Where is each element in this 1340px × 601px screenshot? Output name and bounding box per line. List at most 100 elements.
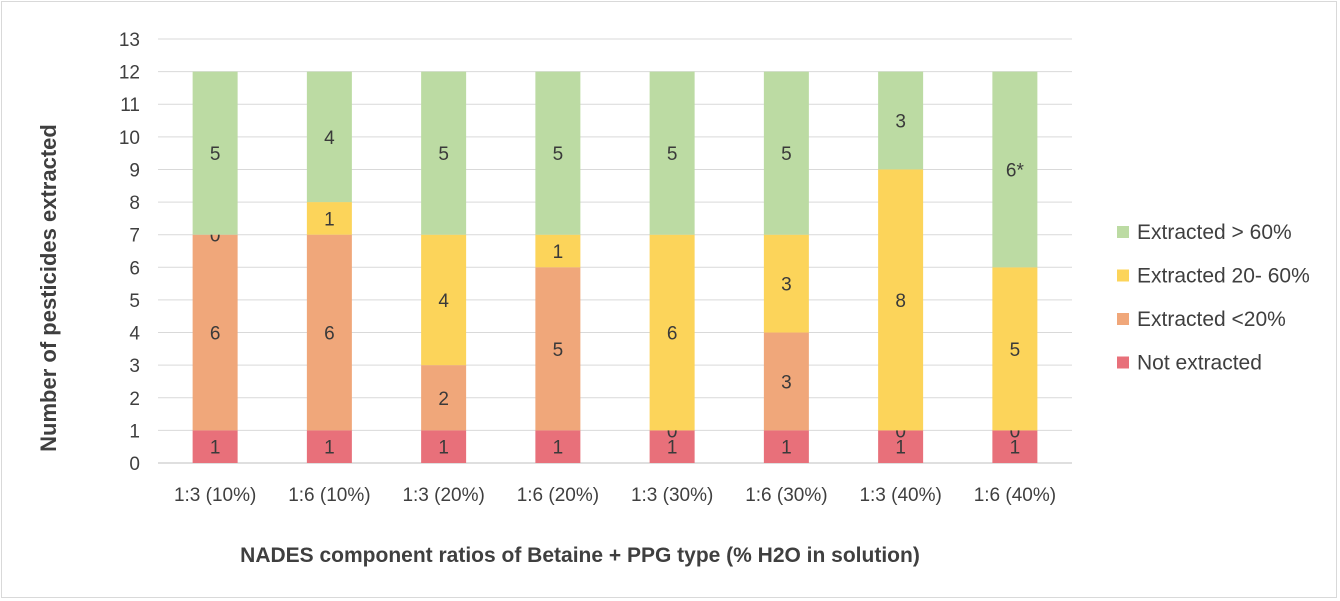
- bar-stack: 1 2 4 5: [421, 71, 467, 463]
- bar-segment: [421, 430, 467, 463]
- legend-swatch: [1117, 313, 1129, 325]
- bar-segment: [992, 430, 1038, 463]
- x-tick-label: 1:3 (30%): [631, 485, 713, 506]
- y-tick-label: 9: [129, 160, 140, 181]
- y-tick-label: 12: [119, 63, 140, 84]
- data-label: 5: [210, 144, 221, 165]
- y-tick-label: 13: [119, 30, 140, 51]
- legend-label: Extracted > 60%: [1137, 221, 1292, 244]
- y-tick-label: 11: [120, 95, 140, 116]
- bar-segment: [878, 169, 924, 431]
- legend-label: Not extracted: [1137, 352, 1262, 375]
- data-label: 1: [324, 209, 335, 230]
- bar-segment: [763, 430, 809, 463]
- data-label: 6: [667, 324, 678, 345]
- bar-segment: [535, 267, 581, 431]
- bar-segment: [649, 430, 695, 463]
- bar-stack: 1 3 3 5: [763, 71, 809, 463]
- y-tick-label: 4: [129, 324, 140, 345]
- bar-segment: [192, 234, 238, 431]
- y-tick-label: 8: [129, 193, 140, 214]
- x-axis: 1:3 (10%) 1:6 (10%) 1:3 (20%) 1:6 (20%) 1:3 …: [174, 485, 1056, 506]
- bar-segment: [878, 71, 924, 170]
- data-label: 1: [895, 438, 906, 459]
- data-label: 1: [553, 242, 564, 263]
- y-axis-label: Number of pesticides extracted: [36, 124, 61, 452]
- data-label: 8: [895, 291, 906, 312]
- x-tick-label: 1:3 (40%): [859, 485, 941, 506]
- bar-segment: [535, 234, 581, 268]
- data-label: 5: [781, 144, 792, 165]
- data-label: 1: [324, 438, 335, 459]
- y-tick-label: 3: [129, 356, 140, 377]
- bar-segment: [535, 71, 581, 235]
- legend-item: Extracted > 60%: [1117, 221, 1292, 244]
- x-axis-label: NADES component ratios of Betaine + PPG …: [240, 544, 920, 567]
- x-tick-label: 1:6 (30%): [745, 485, 827, 506]
- bar-segment: [535, 430, 581, 463]
- bar-segment: [992, 71, 1038, 268]
- y-tick-label: 5: [129, 291, 140, 312]
- data-label: 4: [324, 128, 335, 149]
- data-label: 1: [438, 438, 449, 459]
- bar-stack: 10 5 6*: [992, 71, 1038, 463]
- data-label: 4: [438, 291, 449, 312]
- bar-segment: [649, 71, 695, 235]
- data-label: 1: [1010, 438, 1021, 459]
- bar-segment: [306, 71, 352, 203]
- bar-stack: 10 8 3: [878, 71, 924, 463]
- data-label: 2: [438, 389, 449, 410]
- bar-segment: [763, 234, 809, 333]
- bar-stack: 10 6 5: [649, 71, 695, 463]
- y-tick-label: 0: [129, 454, 140, 475]
- y-tick-label: 2: [129, 389, 140, 410]
- bar-segment: [421, 365, 467, 431]
- bar-segment: [421, 234, 467, 366]
- legend: Extracted > 60% Extracted 20- 60% Extracte…: [1117, 221, 1310, 375]
- data-label: 0: [667, 421, 678, 442]
- data-label: 5: [1010, 340, 1021, 361]
- data-label: 3: [781, 372, 792, 393]
- legend-swatch: [1117, 226, 1129, 238]
- y-tick-label: 7: [129, 226, 140, 247]
- x-tick-label: 1:6 (20%): [517, 485, 599, 506]
- legend-item: Not extracted: [1117, 352, 1262, 375]
- bar-segment: [306, 430, 352, 463]
- data-label: 1: [781, 438, 792, 459]
- bar-segment: [306, 202, 352, 235]
- bar-segment: [306, 234, 352, 431]
- data-label: 6: [210, 324, 221, 345]
- data-label: 0: [210, 226, 221, 247]
- data-label: 6*: [1006, 160, 1025, 181]
- x-tick-label: 1:6 (10%): [288, 485, 370, 506]
- data-label: 1: [667, 438, 678, 459]
- legend-item: Extracted <20%: [1117, 308, 1286, 331]
- data-label: 5: [553, 144, 564, 165]
- bar-segment: [649, 234, 695, 431]
- x-tick-label: 1:3 (10%): [174, 485, 256, 506]
- data-label: 5: [438, 144, 449, 165]
- data-label: 5: [553, 340, 564, 361]
- bar-segment: [763, 332, 809, 431]
- x-tick-label: 1:3 (20%): [402, 485, 484, 506]
- data-label: 3: [781, 275, 792, 296]
- data-label: 1: [553, 438, 564, 459]
- bar-segment: [192, 71, 238, 235]
- data-label: 6: [324, 324, 335, 345]
- gridlines: [158, 38, 1072, 464]
- legend-label: Extracted <20%: [1137, 308, 1286, 331]
- legend-swatch: [1117, 269, 1129, 282]
- bar-segment: [421, 71, 467, 235]
- legend-swatch: [1117, 356, 1129, 369]
- bar-segment: [192, 430, 238, 463]
- data-label: 0: [1010, 421, 1021, 442]
- data-label: 5: [667, 144, 678, 165]
- data-label: 1: [210, 438, 221, 459]
